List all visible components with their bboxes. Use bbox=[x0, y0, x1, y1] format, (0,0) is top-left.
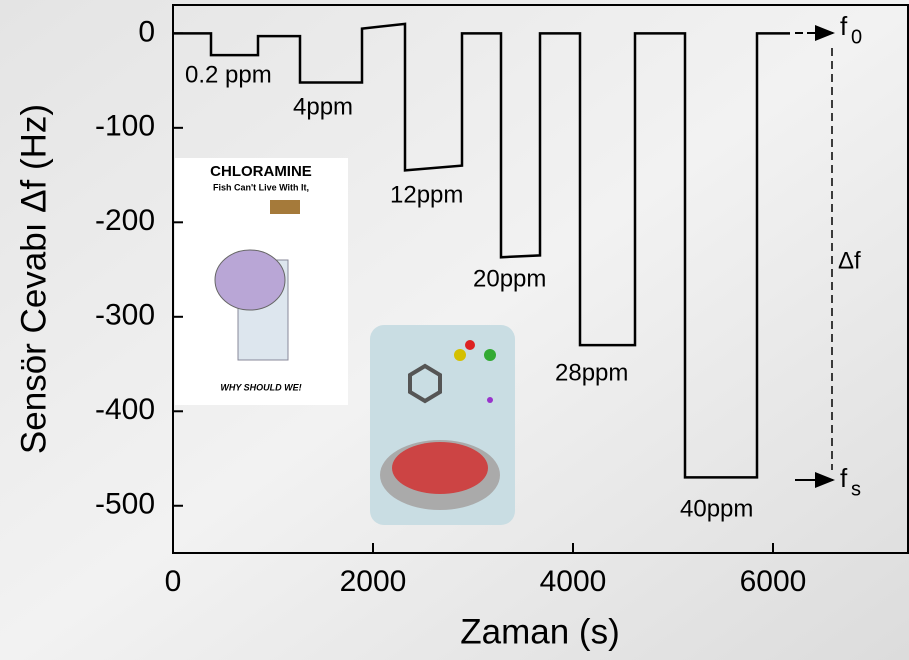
x-tick-label: 0 bbox=[165, 565, 182, 598]
inset-footer: WHY SHOULD WE! bbox=[220, 382, 301, 392]
label: f bbox=[840, 11, 848, 41]
label-sub: 0 bbox=[851, 26, 862, 48]
y-tick-label: -100 bbox=[95, 110, 155, 143]
annotation: Δf bbox=[838, 247, 861, 274]
data-line bbox=[173, 22, 790, 479]
y-tick-label: -200 bbox=[95, 204, 155, 237]
label: f bbox=[840, 463, 848, 493]
inset-subtitle: Fish Can't Live With It, bbox=[213, 182, 309, 192]
plot-frame bbox=[172, 4, 909, 554]
annotation: 4ppm bbox=[293, 93, 353, 120]
annotation: 20ppm bbox=[473, 265, 546, 292]
x-tick-label: 4000 bbox=[540, 565, 607, 598]
x-axis-label: Zaman (s) bbox=[460, 612, 619, 651]
poster-inset: CHLORAMINE Fish Can't Live With It, WHY … bbox=[175, 158, 348, 405]
y-tick-label: -300 bbox=[95, 299, 155, 332]
y-tick-label: -400 bbox=[95, 393, 155, 426]
annotation: 28ppm bbox=[555, 359, 628, 386]
y-axis-label: Sensör Cevabı Δf (Hz) bbox=[14, 104, 53, 454]
label-sub: s bbox=[851, 478, 861, 500]
x-tick-label: 6000 bbox=[740, 565, 807, 598]
y-tick-label: -500 bbox=[95, 488, 155, 521]
annotation: 40ppm bbox=[680, 495, 753, 522]
molecule-inset bbox=[370, 325, 515, 525]
y-tick-label: 0 bbox=[138, 15, 155, 48]
x-tick-label: 2000 bbox=[340, 565, 407, 598]
inset-title: CHLORAMINE bbox=[210, 163, 312, 180]
annotation: 12ppm bbox=[390, 181, 463, 208]
annotation: 0.2 ppm bbox=[185, 61, 272, 88]
